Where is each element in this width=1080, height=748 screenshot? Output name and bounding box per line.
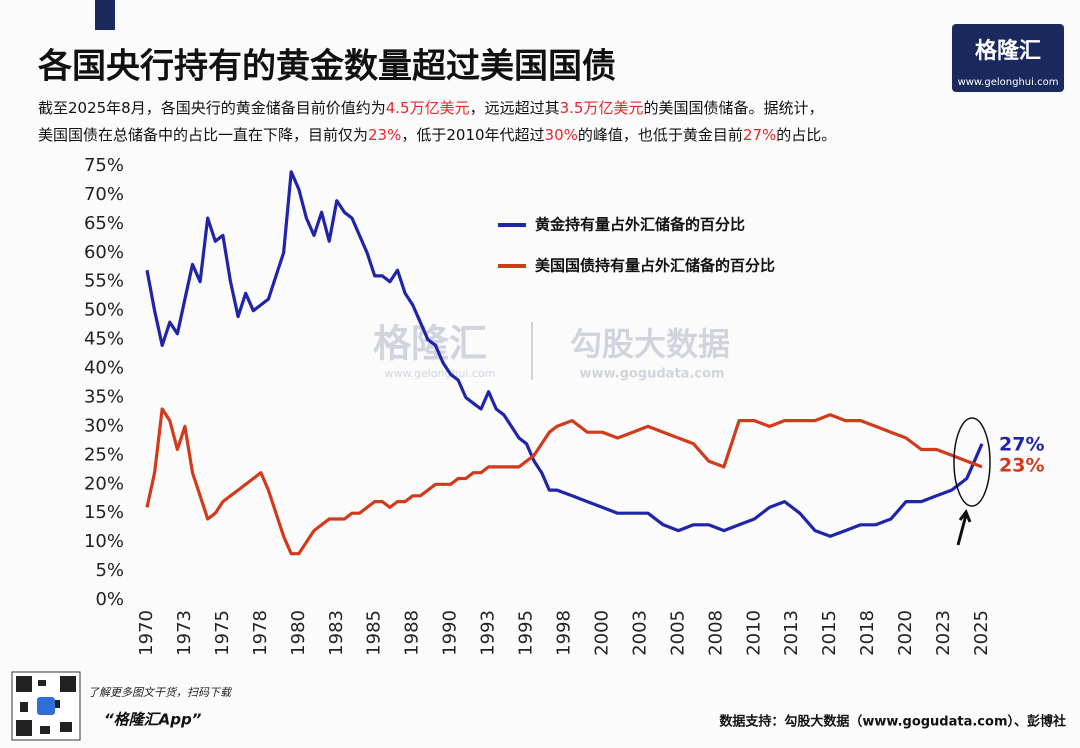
plot: 0% 5% 10% 15% 20% 25% 30% 35% 40% 45% 50% 55% 60% 65%…: [84, 155, 1045, 656]
subtitle-segment: 3.5万亿美元: [560, 99, 644, 117]
x-tick-label: 1988: [402, 610, 423, 656]
x-tick-label: 1980: [288, 610, 309, 656]
x-tick-label: 1995: [516, 610, 537, 656]
subtitle-segment: 27%: [743, 126, 776, 144]
end-label: 27%: [999, 434, 1044, 456]
subtitle-segment: 截至2025年8月，各国央行的黄金储备目前价值约为: [38, 99, 386, 117]
y-tick-label: 35%: [84, 386, 124, 407]
x-tick-label: 1975: [212, 610, 233, 656]
arrow: [956, 508, 972, 546]
y-tick-label: 65%: [84, 213, 124, 234]
x-tick-label: 1998: [554, 610, 575, 656]
x-tick-label: 2018: [857, 610, 878, 656]
x-tick-label: 1993: [478, 610, 499, 656]
y-tick-label: 10%: [84, 531, 124, 552]
x-tick-label: 2025: [971, 610, 992, 656]
watermark-right-url: www.gogudata.com: [579, 367, 724, 382]
y-tick-label: 5%: [95, 560, 124, 581]
x-tick-label: 1985: [364, 610, 385, 656]
y-tick-label: 50%: [84, 300, 124, 321]
highlight-ellipse: [953, 417, 991, 507]
y-tick-label: 30%: [84, 415, 124, 436]
logo-url: www.gelonghui.com: [958, 77, 1059, 88]
logo: 格隆汇: [975, 38, 1041, 64]
y-tick-label: 45%: [84, 329, 124, 350]
x-tick-label: 2023: [933, 610, 954, 656]
qr-pattern: [16, 676, 76, 736]
subtitle-segment: 的美国国债储备。据统计，: [643, 99, 823, 117]
y-tick-label: 75%: [84, 155, 124, 176]
y-tick-label: 70%: [84, 184, 124, 205]
subtitle-line: 美国国债在总储备中的占比一直在下降，目前仅为23%，低于2010年代超过30%的…: [38, 126, 836, 144]
subtitle-segment: ，低于2010年代超过: [401, 126, 544, 144]
subtitle-segment: 的占比。: [776, 126, 836, 144]
subtitle-segment: 30%: [545, 126, 578, 144]
x-tick-label: 2013: [781, 610, 802, 656]
x-tick-label: 1978: [250, 610, 271, 656]
subtitle: 截至2025年8月，各国央行的黄金储备目前价值约为4.5万亿美元，远远超过其3.…: [38, 99, 836, 144]
y-tick-label: 0%: [95, 589, 124, 610]
y-tick-label: 60%: [84, 242, 124, 263]
x-tick-label: 1983: [326, 610, 347, 656]
watermark-left: 格隆汇: [373, 322, 487, 366]
footer-source: 数据支持：勾股大数据（www.gogudata.com）、彭博社: [719, 714, 1066, 730]
subtitle-segment: 美国国债在总储备中的占比一直在下降，目前仅为: [38, 126, 368, 144]
x-tick-label: 1990: [440, 610, 461, 656]
y-tick-label: 40%: [84, 358, 124, 379]
subtitle-segment: 的峰值，也低于黄金目前: [578, 126, 743, 144]
subtitle-line: 截至2025年8月，各国央行的黄金储备目前价值约为4.5万亿美元，远远超过其3.…: [38, 99, 823, 117]
subtitle-segment: 23%: [368, 126, 401, 144]
legend-label: 美国国债持有量占外汇储备的百分比: [535, 257, 775, 275]
x-tick-label: 2010: [743, 610, 764, 656]
y-tick-label: 15%: [84, 502, 124, 523]
x-tick-label: 1973: [174, 610, 195, 656]
x-tick-label: 1970: [136, 610, 157, 656]
x-tick-label: 2008: [705, 610, 726, 656]
x-tick-label: 2020: [895, 610, 916, 656]
watermark-right: 勾股大数据: [570, 325, 730, 363]
y-tick-label: 25%: [84, 444, 124, 465]
x-tick-label: 2003: [629, 610, 650, 656]
x-tick-label: 2015: [819, 610, 840, 656]
watermark-left-url: www.gelonghui.com: [385, 367, 496, 380]
footer-app: “格隆汇App”: [104, 711, 202, 729]
logo-box: [952, 24, 1064, 92]
series-line: [145, 407, 983, 556]
legend-label: 黄金持有量占外汇储备的百分比: [535, 216, 745, 234]
end-label: 23%: [999, 455, 1044, 477]
subtitle-segment: 4.5万亿美元: [386, 99, 470, 117]
y-tick-label: 55%: [84, 271, 124, 292]
y-tick-label: 20%: [84, 473, 124, 494]
x-tick-label: 2005: [667, 610, 688, 656]
x-tick-label: 2000: [591, 610, 612, 656]
title: 各国央行持有的黄金数量超过美国国债: [38, 47, 616, 87]
corner-block: [95, 0, 115, 30]
watermark: 格隆汇 www.gelonghui.com 勾股大数据 www.gogudata…: [373, 322, 730, 382]
footer-promo: 了解更多图文干货，扫码下载: [88, 686, 233, 699]
series-line: [145, 170, 984, 538]
subtitle-segment: ，远远超过其: [470, 99, 560, 117]
